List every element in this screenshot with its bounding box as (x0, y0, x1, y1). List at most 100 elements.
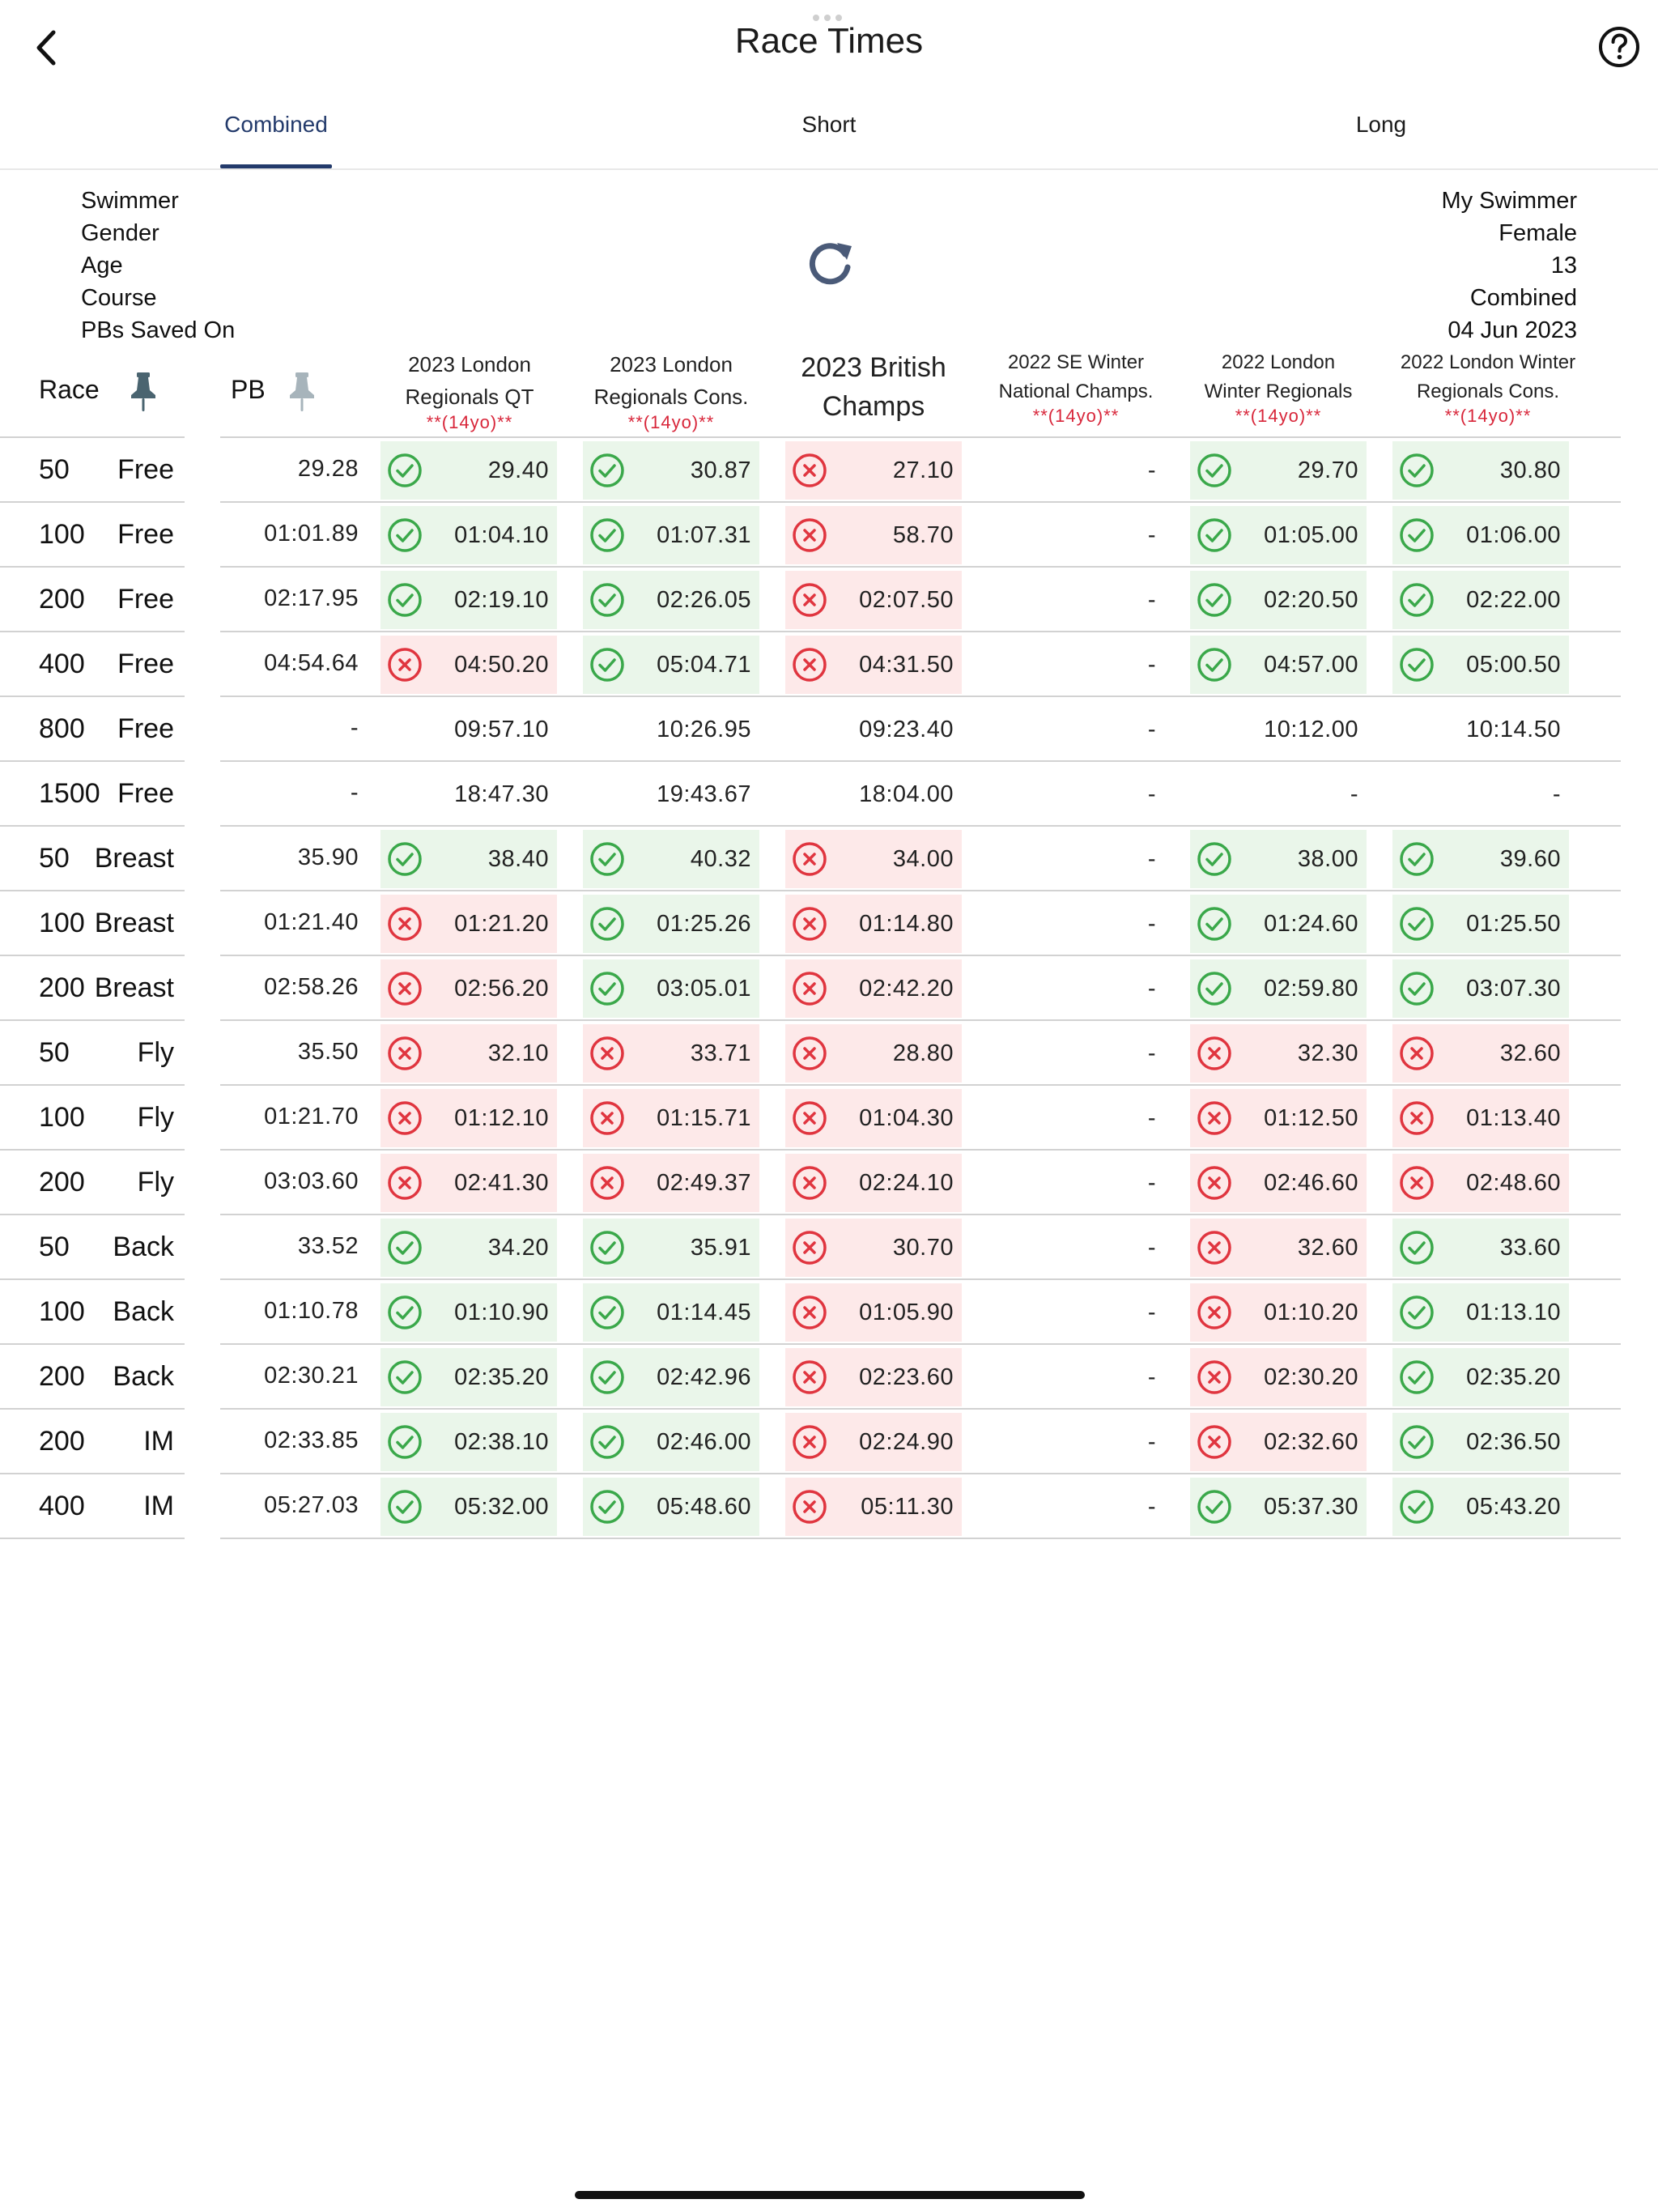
time-cell[interactable]: 29.70 (1190, 441, 1367, 500)
time-cell[interactable]: - (988, 959, 1164, 1018)
time-cell[interactable]: - (1190, 765, 1367, 823)
time-cell[interactable]: 33.60 (1392, 1219, 1569, 1277)
time-cell[interactable]: - (988, 765, 1164, 823)
time-cell[interactable]: 27.10 (785, 441, 962, 500)
time-cell[interactable]: 10:12.00 (1190, 700, 1367, 759)
time-cell[interactable]: 02:26.05 (583, 571, 759, 629)
time-cell[interactable]: 38.40 (380, 830, 557, 888)
time-cell[interactable]: 05:32.00 (380, 1478, 557, 1536)
time-cell[interactable]: 01:12.50 (1190, 1089, 1367, 1147)
time-cell[interactable]: 33.71 (583, 1024, 759, 1083)
time-cell[interactable]: 05:48.60 (583, 1478, 759, 1536)
pin-pb-icon[interactable] (286, 371, 318, 413)
time-cell[interactable]: 04:31.50 (785, 636, 962, 694)
time-cell[interactable]: 02:46.60 (1190, 1154, 1367, 1212)
time-cell[interactable]: - (988, 830, 1164, 888)
tab-long[interactable]: Long (1355, 112, 1407, 137)
time-cell[interactable]: 38.00 (1190, 830, 1367, 888)
time-cell[interactable]: 01:04.10 (380, 506, 557, 564)
time-cell[interactable]: 02:49.37 (583, 1154, 759, 1212)
time-cell[interactable]: 02:38.10 (380, 1413, 557, 1471)
time-cell[interactable]: 02:36.50 (1392, 1413, 1569, 1471)
time-cell[interactable]: 01:10.20 (1190, 1283, 1367, 1342)
time-cell[interactable]: 05:37.30 (1190, 1478, 1367, 1536)
time-cell[interactable]: 02:42.20 (785, 959, 962, 1018)
time-cell[interactable]: 02:41.30 (380, 1154, 557, 1212)
time-cell[interactable]: 01:25.26 (583, 895, 759, 953)
time-cell[interactable]: 01:07.31 (583, 506, 759, 564)
time-cell[interactable]: 01:15.71 (583, 1089, 759, 1147)
time-cell[interactable]: 01:21.20 (380, 895, 557, 953)
time-cell[interactable]: 02:24.90 (785, 1413, 962, 1471)
time-cell[interactable]: 02:23.60 (785, 1348, 962, 1406)
time-cell[interactable]: 04:50.20 (380, 636, 557, 694)
time-cell[interactable]: 19:43.67 (583, 765, 759, 823)
time-cell[interactable]: 01:04.30 (785, 1089, 962, 1147)
time-cell[interactable]: 04:57.00 (1190, 636, 1367, 694)
time-cell[interactable]: 09:23.40 (785, 700, 962, 759)
time-cell[interactable]: 29.40 (380, 441, 557, 500)
time-cell[interactable]: 05:11.30 (785, 1478, 962, 1536)
time-cell[interactable]: 02:46.00 (583, 1413, 759, 1471)
time-cell[interactable]: 39.60 (1392, 830, 1569, 888)
time-cell[interactable]: 02:22.00 (1392, 571, 1569, 629)
pin-race-icon[interactable] (127, 371, 159, 413)
time-cell[interactable]: - (988, 441, 1164, 500)
time-cell[interactable]: - (988, 636, 1164, 694)
time-cell[interactable]: 01:24.60 (1190, 895, 1367, 953)
time-cell[interactable]: 32.60 (1392, 1024, 1569, 1083)
time-cell[interactable]: 01:06.00 (1392, 506, 1569, 564)
time-cell[interactable]: 01:05.90 (785, 1283, 962, 1342)
time-cell[interactable]: 02:35.20 (380, 1348, 557, 1406)
time-cell[interactable]: - (988, 506, 1164, 564)
time-cell[interactable]: 02:48.60 (1392, 1154, 1569, 1212)
time-cell[interactable]: 10:14.50 (1392, 700, 1569, 759)
time-cell[interactable]: 02:20.50 (1190, 571, 1367, 629)
time-cell[interactable]: - (988, 1478, 1164, 1536)
time-cell[interactable]: 02:19.10 (380, 571, 557, 629)
time-cell[interactable]: - (988, 1413, 1164, 1471)
time-cell[interactable]: - (988, 1089, 1164, 1147)
time-cell[interactable]: 01:14.45 (583, 1283, 759, 1342)
time-cell[interactable]: 01:10.90 (380, 1283, 557, 1342)
time-cell[interactable]: 02:32.60 (1190, 1413, 1367, 1471)
time-cell[interactable]: 01:12.10 (380, 1089, 557, 1147)
time-cell[interactable]: 01:13.10 (1392, 1283, 1569, 1342)
time-cell[interactable]: 02:07.50 (785, 571, 962, 629)
time-cell[interactable]: 02:42.96 (583, 1348, 759, 1406)
time-cell[interactable]: 58.70 (785, 506, 962, 564)
refresh-button[interactable] (801, 235, 858, 291)
time-cell[interactable]: 30.80 (1392, 441, 1569, 500)
window-grabber[interactable] (813, 15, 845, 21)
time-cell[interactable]: 18:04.00 (785, 765, 962, 823)
time-cell[interactable]: 40.32 (583, 830, 759, 888)
time-cell[interactable]: 05:00.50 (1392, 636, 1569, 694)
time-cell[interactable]: 02:30.20 (1190, 1348, 1367, 1406)
time-cell[interactable]: 02:35.20 (1392, 1348, 1569, 1406)
time-cell[interactable]: 30.70 (785, 1219, 962, 1277)
time-cell[interactable]: 34.00 (785, 830, 962, 888)
time-cell[interactable]: 02:56.20 (380, 959, 557, 1018)
time-cell[interactable]: 01:05.00 (1190, 506, 1367, 564)
time-cell[interactable]: - (988, 700, 1164, 759)
time-cell[interactable]: 34.20 (380, 1219, 557, 1277)
time-cell[interactable]: 03:07.30 (1392, 959, 1569, 1018)
time-cell[interactable]: 03:05.01 (583, 959, 759, 1018)
time-cell[interactable]: 01:25.50 (1392, 895, 1569, 953)
time-cell[interactable]: 09:57.10 (380, 700, 557, 759)
time-cell[interactable]: - (988, 571, 1164, 629)
back-button[interactable] (18, 19, 74, 76)
time-cell[interactable]: 35.91 (583, 1219, 759, 1277)
time-cell[interactable]: - (988, 1024, 1164, 1083)
time-cell[interactable]: 32.10 (380, 1024, 557, 1083)
time-cell[interactable]: 10:26.95 (583, 700, 759, 759)
time-cell[interactable]: 02:59.80 (1190, 959, 1367, 1018)
time-cell[interactable]: - (988, 1154, 1164, 1212)
time-cell[interactable]: 32.30 (1190, 1024, 1367, 1083)
time-cell[interactable]: - (988, 895, 1164, 953)
time-cell[interactable]: - (988, 1219, 1164, 1277)
time-cell[interactable]: 01:13.40 (1392, 1089, 1569, 1147)
time-cell[interactable]: 18:47.30 (380, 765, 557, 823)
time-cell[interactable]: 32.60 (1190, 1219, 1367, 1277)
time-cell[interactable]: - (988, 1348, 1164, 1406)
